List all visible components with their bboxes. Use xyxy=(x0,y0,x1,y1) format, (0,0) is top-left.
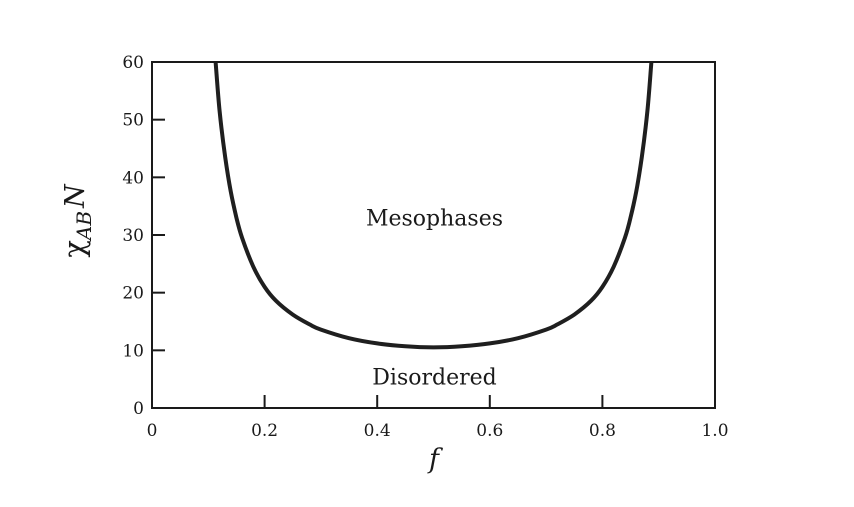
y-axis-subscript: AB xyxy=(72,211,96,242)
y-tick-label: 10 xyxy=(122,341,144,361)
y-tick-label: 30 xyxy=(122,226,144,246)
y-tick-label: 40 xyxy=(122,168,144,188)
x-axis-title: f xyxy=(427,444,443,475)
labels-layer: 0 0.2 0.4 0.6 0.8 1.0 0 10 20 30 40 50 60 Mesophases D… xyxy=(122,53,728,441)
y-tick-label: 50 xyxy=(122,111,144,131)
odt-curve xyxy=(213,61,654,350)
x-tick-label: 0.2 xyxy=(251,421,278,441)
region-label-disordered: Disordered xyxy=(372,365,496,390)
y-tick-label: 60 xyxy=(122,53,144,73)
x-tick-label: 0 xyxy=(147,421,158,441)
plot-frame xyxy=(151,61,716,409)
x-tick-label: 0.8 xyxy=(589,421,616,441)
x-tick-label: 0.6 xyxy=(476,421,503,441)
y-tick-label: 0 xyxy=(133,399,144,419)
y-tick-label: 20 xyxy=(122,284,144,304)
x-tick-label: 1.0 xyxy=(701,421,728,441)
y-axis-symbol: χ xyxy=(57,240,91,258)
y-axis-title: χABN xyxy=(57,183,96,258)
y-axis-suffix: N xyxy=(60,183,91,209)
region-label-mesophases: Mesophases xyxy=(366,207,503,232)
x-tick-label: 0.4 xyxy=(364,421,391,441)
ticks-layer xyxy=(151,61,716,409)
